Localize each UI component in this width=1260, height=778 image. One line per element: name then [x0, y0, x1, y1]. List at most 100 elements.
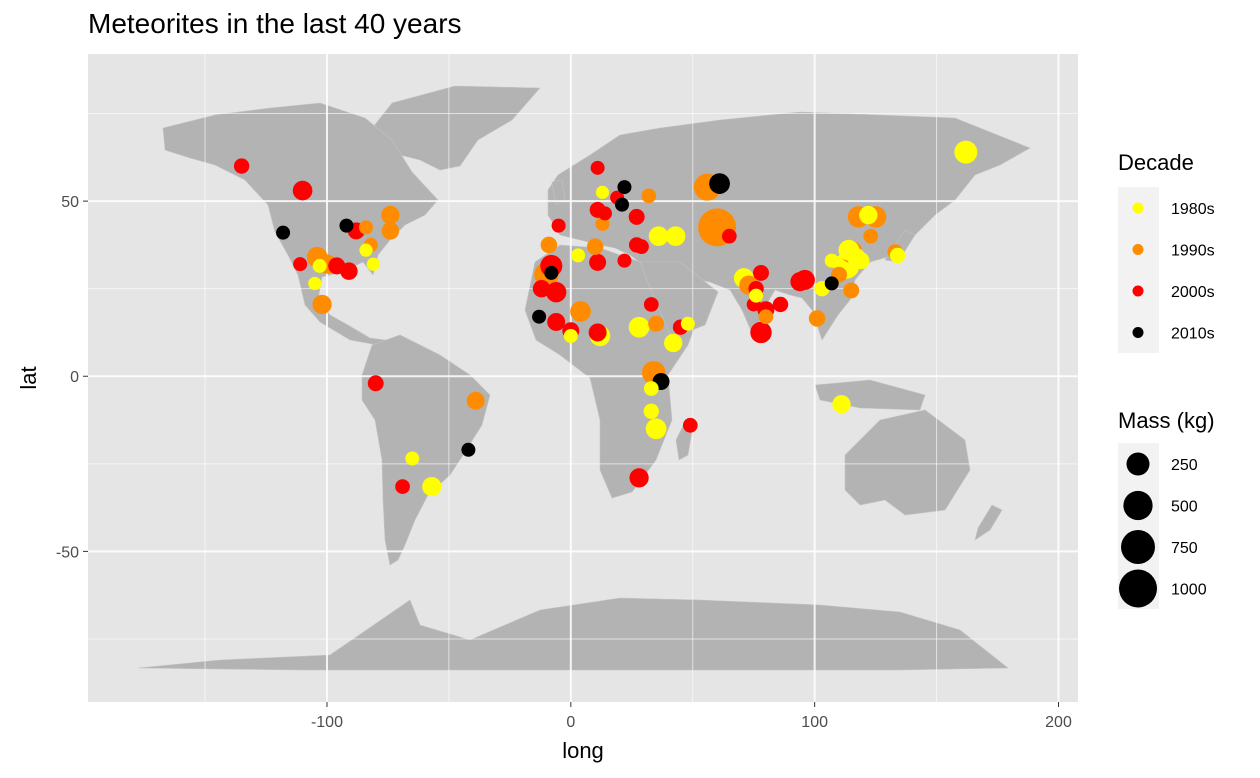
meteorite-point: [570, 301, 591, 322]
meteorite-point: [532, 309, 547, 324]
legend-size-key: [1126, 452, 1150, 476]
meteorite-point: [586, 238, 604, 255]
meteorite-point: [339, 218, 354, 233]
legend-key-1980s: [1132, 202, 1144, 214]
meteorite-point: [824, 276, 839, 291]
meteorite-point: [859, 205, 878, 225]
meteorite-point: [648, 315, 665, 332]
meteorite-point: [709, 173, 730, 194]
legend-size-label: 250: [1171, 457, 1198, 474]
meteorite-point: [645, 418, 667, 440]
meteorite-point: [863, 228, 879, 244]
meteorite-point: [358, 220, 373, 235]
legend-key-background: [1118, 187, 1159, 353]
y-tick-label: 50: [61, 194, 79, 211]
meteorite-point: [359, 243, 373, 257]
meteorite-point: [643, 297, 659, 312]
meteorite-point: [595, 185, 610, 199]
x-axis-title: long: [562, 738, 604, 763]
land-antarctica: [137, 597, 1009, 671]
world-map: [137, 85, 1031, 671]
meteorite-point: [405, 451, 420, 466]
meteorite-point: [381, 222, 400, 240]
meteorite-point: [832, 395, 851, 414]
meteorite-point: [571, 248, 586, 263]
legend-label-2010s: 2010s: [1171, 326, 1215, 343]
meteorite-point: [628, 208, 645, 225]
meteorite-point: [563, 328, 578, 343]
meteorite-point: [721, 228, 737, 244]
meteorite-point: [790, 272, 810, 292]
meteorite-point: [615, 197, 630, 212]
meteorite-point: [641, 188, 657, 204]
meteorite-point: [648, 226, 669, 246]
meteorite-point: [532, 279, 551, 298]
meteorite-point: [597, 206, 612, 221]
legend-size-key: [1119, 569, 1157, 608]
data-points: [233, 140, 978, 497]
meteorite-point: [588, 323, 607, 342]
land-new-zealand: [974, 504, 1003, 541]
meteorite-point: [749, 288, 764, 303]
meteorite-point: [461, 442, 476, 457]
meteorite-point: [808, 310, 826, 327]
gridlines: [88, 54, 1078, 702]
land-greenland: [354, 85, 541, 171]
meteorite-point: [617, 253, 632, 268]
meteorite-point: [395, 479, 410, 494]
y-tick-label: 0: [70, 369, 79, 386]
meteorite-point: [276, 225, 291, 240]
legend-key-2010s: [1132, 327, 1144, 338]
y-axis-title: lat: [16, 366, 41, 389]
legend-size-label: 500: [1171, 499, 1198, 516]
axes: -100 0 100 200 -50 0 50 long lat: [16, 194, 1072, 763]
meteorite-point: [589, 253, 607, 271]
meteorite-point: [617, 180, 632, 195]
land-australia: [844, 409, 971, 516]
legend-label-1980s: 1980s: [1171, 201, 1215, 218]
legend-key-1990s: [1132, 244, 1144, 255]
meteorite-point: [312, 294, 332, 315]
legend-key-2000s: [1132, 285, 1144, 297]
meteorite-point: [889, 247, 906, 264]
meteorite-point: [628, 316, 650, 338]
meteorite-point: [292, 180, 313, 201]
meteorite-point: [629, 468, 649, 488]
meteorite-point: [233, 158, 250, 174]
meteorite-point: [547, 312, 566, 331]
meteorite-point: [824, 253, 839, 268]
meteorite-point: [590, 160, 605, 175]
meteorite-point: [750, 321, 772, 344]
meteorite-point: [954, 140, 978, 164]
chart-title: Meteorites in the last 40 years: [88, 8, 462, 39]
legend-label-2000s: 2000s: [1171, 284, 1215, 301]
meteorite-point: [643, 403, 659, 419]
meteorite-point: [466, 391, 485, 410]
y-tick-label: -50: [56, 544, 79, 561]
meteorite-point: [772, 296, 789, 313]
meteorite-point: [665, 226, 686, 246]
x-tick-label: 100: [801, 714, 828, 731]
meteorite-point: [328, 257, 346, 275]
meteorite-point: [643, 381, 659, 396]
meteorite-point: [544, 265, 559, 280]
legend-size-label: 1000: [1171, 582, 1207, 599]
legend-title-mass: Mass (kg): [1118, 408, 1215, 433]
meteorite-point: [852, 252, 870, 270]
meteorite-point: [540, 236, 558, 254]
meteorite-point: [366, 257, 380, 271]
x-tick-label: -100: [311, 714, 343, 731]
land-south-america: [361, 334, 491, 566]
meteorite-point: [682, 417, 698, 433]
meteorite-point: [312, 258, 327, 273]
meteorite-point: [758, 309, 774, 325]
x-tick-label: 200: [1045, 714, 1072, 731]
land-uk: [551, 179, 566, 206]
meteorite-point: [293, 257, 308, 272]
meteorite-point: [753, 264, 769, 281]
meteorite-point: [634, 239, 649, 255]
meteorite-point: [551, 218, 566, 233]
meteorite-point: [545, 281, 567, 303]
meteorite-point: [367, 375, 384, 392]
